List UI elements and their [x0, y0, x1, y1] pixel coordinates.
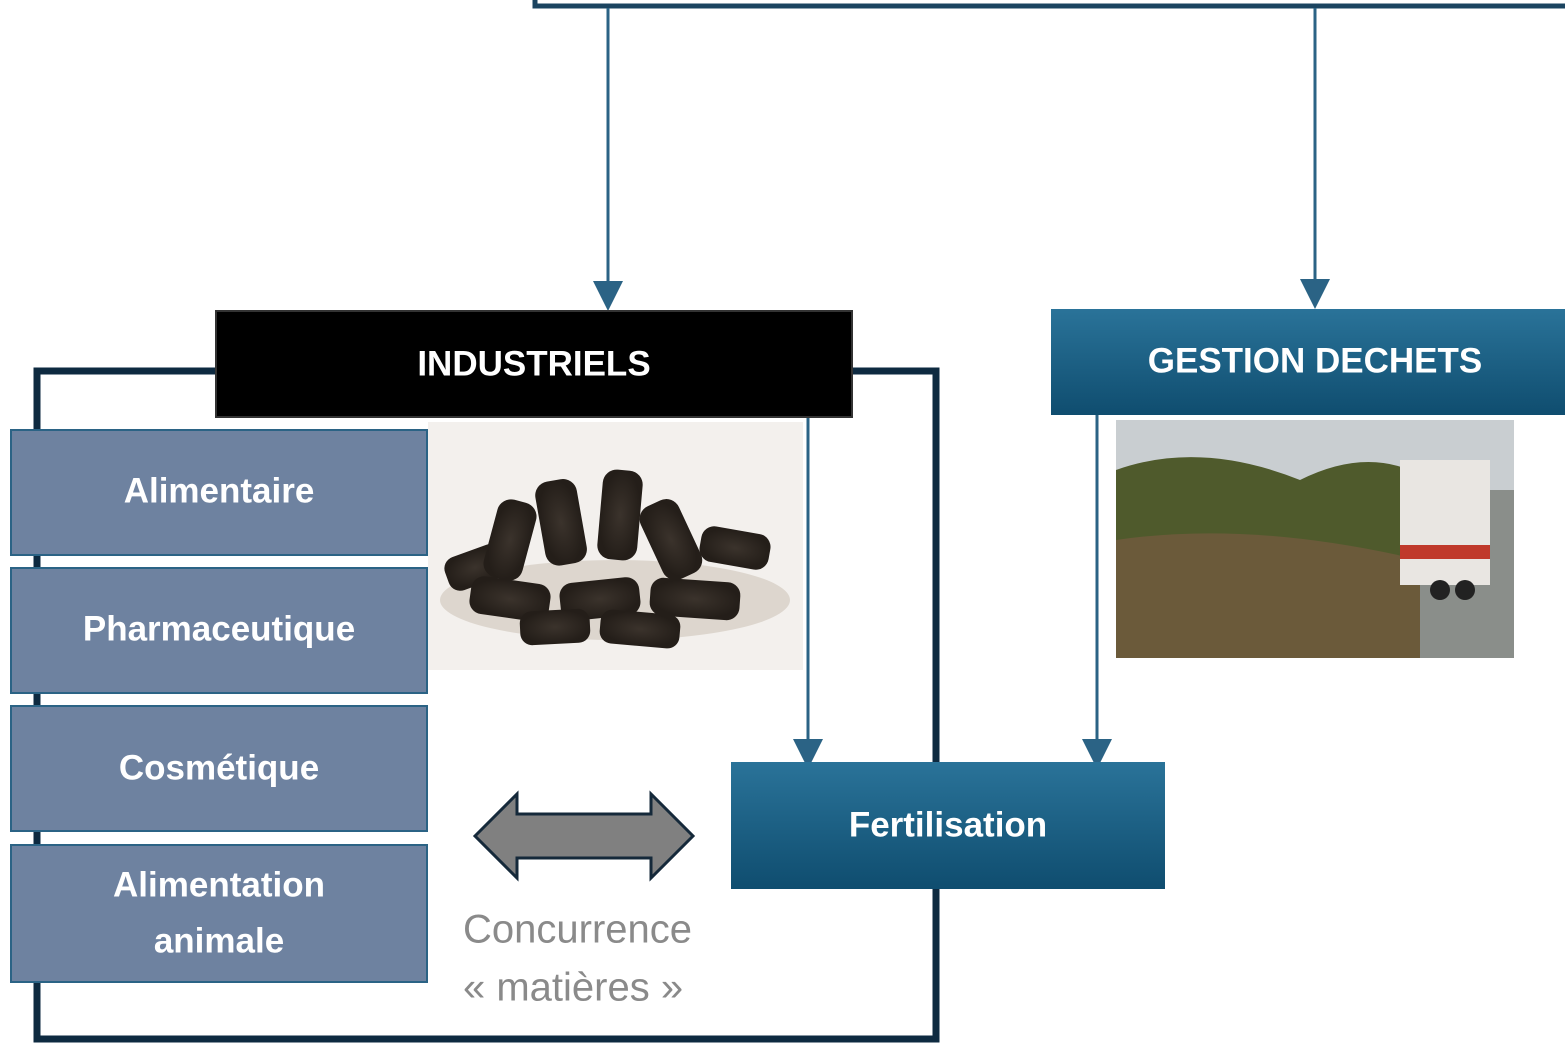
- category-box: [10, 844, 428, 983]
- annotation-line: Concurrence: [463, 908, 692, 952]
- annotation-line: « matières »: [463, 966, 683, 1010]
- top-box: [532, 0, 1565, 9]
- fertilisation-box: [731, 762, 1165, 889]
- category-label: Alimentaire: [124, 471, 315, 510]
- category-label: Cosmétique: [119, 748, 319, 787]
- compost-image: [1116, 420, 1514, 658]
- connectors: [593, 8, 1330, 769]
- category-box: [10, 429, 428, 556]
- categories: Alimentaire Pharmaceutique Cosmétique Al…: [10, 429, 428, 983]
- fertilisation-label: Fertilisation: [849, 805, 1047, 844]
- category-label: Alimentation: [113, 865, 325, 904]
- pellets-image: [428, 422, 803, 670]
- industriels-box: [215, 310, 853, 418]
- industriels-label: INDUSTRIELS: [417, 344, 650, 383]
- gestion-label: GESTION DECHETS: [1148, 341, 1482, 380]
- category-box: [10, 567, 428, 694]
- category-box: [10, 705, 428, 832]
- gestion-box: [1051, 309, 1565, 415]
- double-arrow: [472, 790, 696, 882]
- category-label: Pharmaceutique: [83, 609, 355, 648]
- category-label: animale: [154, 921, 284, 960]
